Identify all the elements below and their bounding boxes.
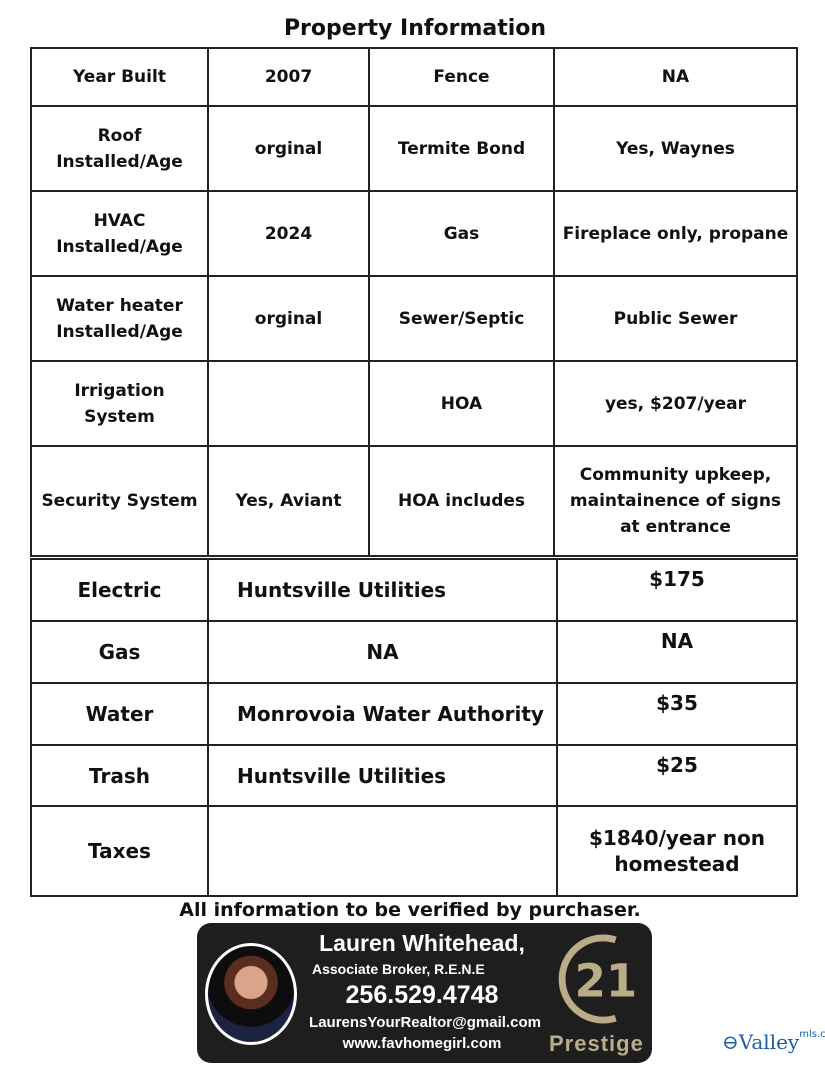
value-cell: orginal xyxy=(207,275,370,362)
utility-row: Gas NA NA xyxy=(30,620,798,684)
provider-cell: NA xyxy=(207,620,558,684)
property-row: Irrigation System HOA yes, $207/year xyxy=(30,360,798,447)
utility-name-cell: Gas xyxy=(30,620,209,684)
utilities-table: Electric Huntsville Utilities $175 Gas NA NA W… xyxy=(30,558,798,897)
cost-cell: $35 xyxy=(556,682,798,746)
provider-cell xyxy=(207,805,558,897)
property-table: Year Built 2007 Fence NA Roof Installed/Age o… xyxy=(30,47,798,557)
label-cell: Sewer/Septic xyxy=(368,275,555,362)
utility-name-cell: Taxes xyxy=(30,805,209,897)
cost-cell: $1840/year non homestead xyxy=(556,805,798,897)
century21-logo-icon: 21 xyxy=(558,934,638,1024)
label-cell: Fence xyxy=(368,47,555,107)
label-cell: Gas xyxy=(368,190,555,277)
label-cell: Water heater Installed/Age xyxy=(30,275,209,362)
label-cell: Roof Installed/Age xyxy=(30,105,209,192)
value-cell: Fireplace only, propane xyxy=(553,190,798,277)
valleymls-logo: ⊖Valleymls.com xyxy=(722,1029,825,1055)
property-row: HVAC Installed/Age 2024 Gas Fireplace only,… xyxy=(30,190,798,277)
value-cell: yes, $207/year xyxy=(553,360,798,447)
utility-row: Electric Huntsville Utilities $175 xyxy=(30,558,798,622)
cost-cell: $25 xyxy=(556,744,798,807)
utility-row: Taxes $1840/year non homestead xyxy=(30,805,798,897)
label-cell: HOA xyxy=(368,360,555,447)
cost-cell: NA xyxy=(556,620,798,684)
disclaimer: All information to be verified by purcha… xyxy=(179,899,641,921)
value-cell: Public Sewer xyxy=(553,275,798,362)
page-title: Property Information xyxy=(283,16,547,41)
agent-phone: 256.529.4748 xyxy=(345,981,499,1009)
property-row: Water heater Installed/Age orginal Sewer/S… xyxy=(30,275,798,362)
label-cell: HOA includes xyxy=(368,445,555,557)
valley-suffix: mls.com xyxy=(799,1029,825,1040)
utility-row: Water Monrovoia Water Authority $35 xyxy=(30,682,798,746)
label-cell: Year Built xyxy=(30,47,209,107)
label-cell: HVAC Installed/Age xyxy=(30,190,209,277)
value-cell: Yes, Aviant xyxy=(207,445,370,557)
provider-cell: Huntsville Utilities xyxy=(207,558,558,622)
label-cell: Irrigation System xyxy=(30,360,209,447)
svg-text:21: 21 xyxy=(575,955,638,1008)
agent-email: LaurensYourRealtor@gmail.com xyxy=(309,1014,541,1031)
provider-cell: Huntsville Utilities xyxy=(207,744,558,807)
agent-website: www.favhomegirl.com xyxy=(342,1035,502,1052)
agent-card: Lauren Whitehead, Associate Broker, R.E.… xyxy=(197,923,652,1063)
valley-text: Valley xyxy=(738,1030,800,1054)
utility-name-cell: Water xyxy=(30,682,209,746)
agent-role: Associate Broker, R.E.N.E xyxy=(312,961,485,977)
value-cell: orginal xyxy=(207,105,370,192)
provider-cell: Monrovoia Water Authority xyxy=(207,682,558,746)
label-cell: Security System xyxy=(30,445,209,557)
value-cell: Yes, Waynes xyxy=(553,105,798,192)
agent-photo xyxy=(205,943,297,1045)
utility-name-cell: Electric xyxy=(30,558,209,622)
value-cell: Community upkeep, maintainence of signs … xyxy=(553,445,798,557)
utility-name-cell: Trash xyxy=(30,744,209,807)
cost-cell: $175 xyxy=(556,558,798,622)
value-cell: NA xyxy=(553,47,798,107)
value-cell xyxy=(207,360,370,447)
property-row: Security System Yes, Aviant HOA includes Co… xyxy=(30,445,798,557)
agent-name: Lauren Whitehead, xyxy=(319,930,525,956)
label-cell: Termite Bond xyxy=(368,105,555,192)
utility-row: Trash Huntsville Utilities $25 xyxy=(30,744,798,807)
value-cell: 2024 xyxy=(207,190,370,277)
globe-icon: ⊖ xyxy=(722,1030,739,1054)
property-row: Year Built 2007 Fence NA xyxy=(30,47,798,107)
brand-subtitle: Prestige xyxy=(549,1031,644,1056)
property-row: Roof Installed/Age orginal Termite Bond Yes… xyxy=(30,105,798,192)
value-cell: 2007 xyxy=(207,47,370,107)
